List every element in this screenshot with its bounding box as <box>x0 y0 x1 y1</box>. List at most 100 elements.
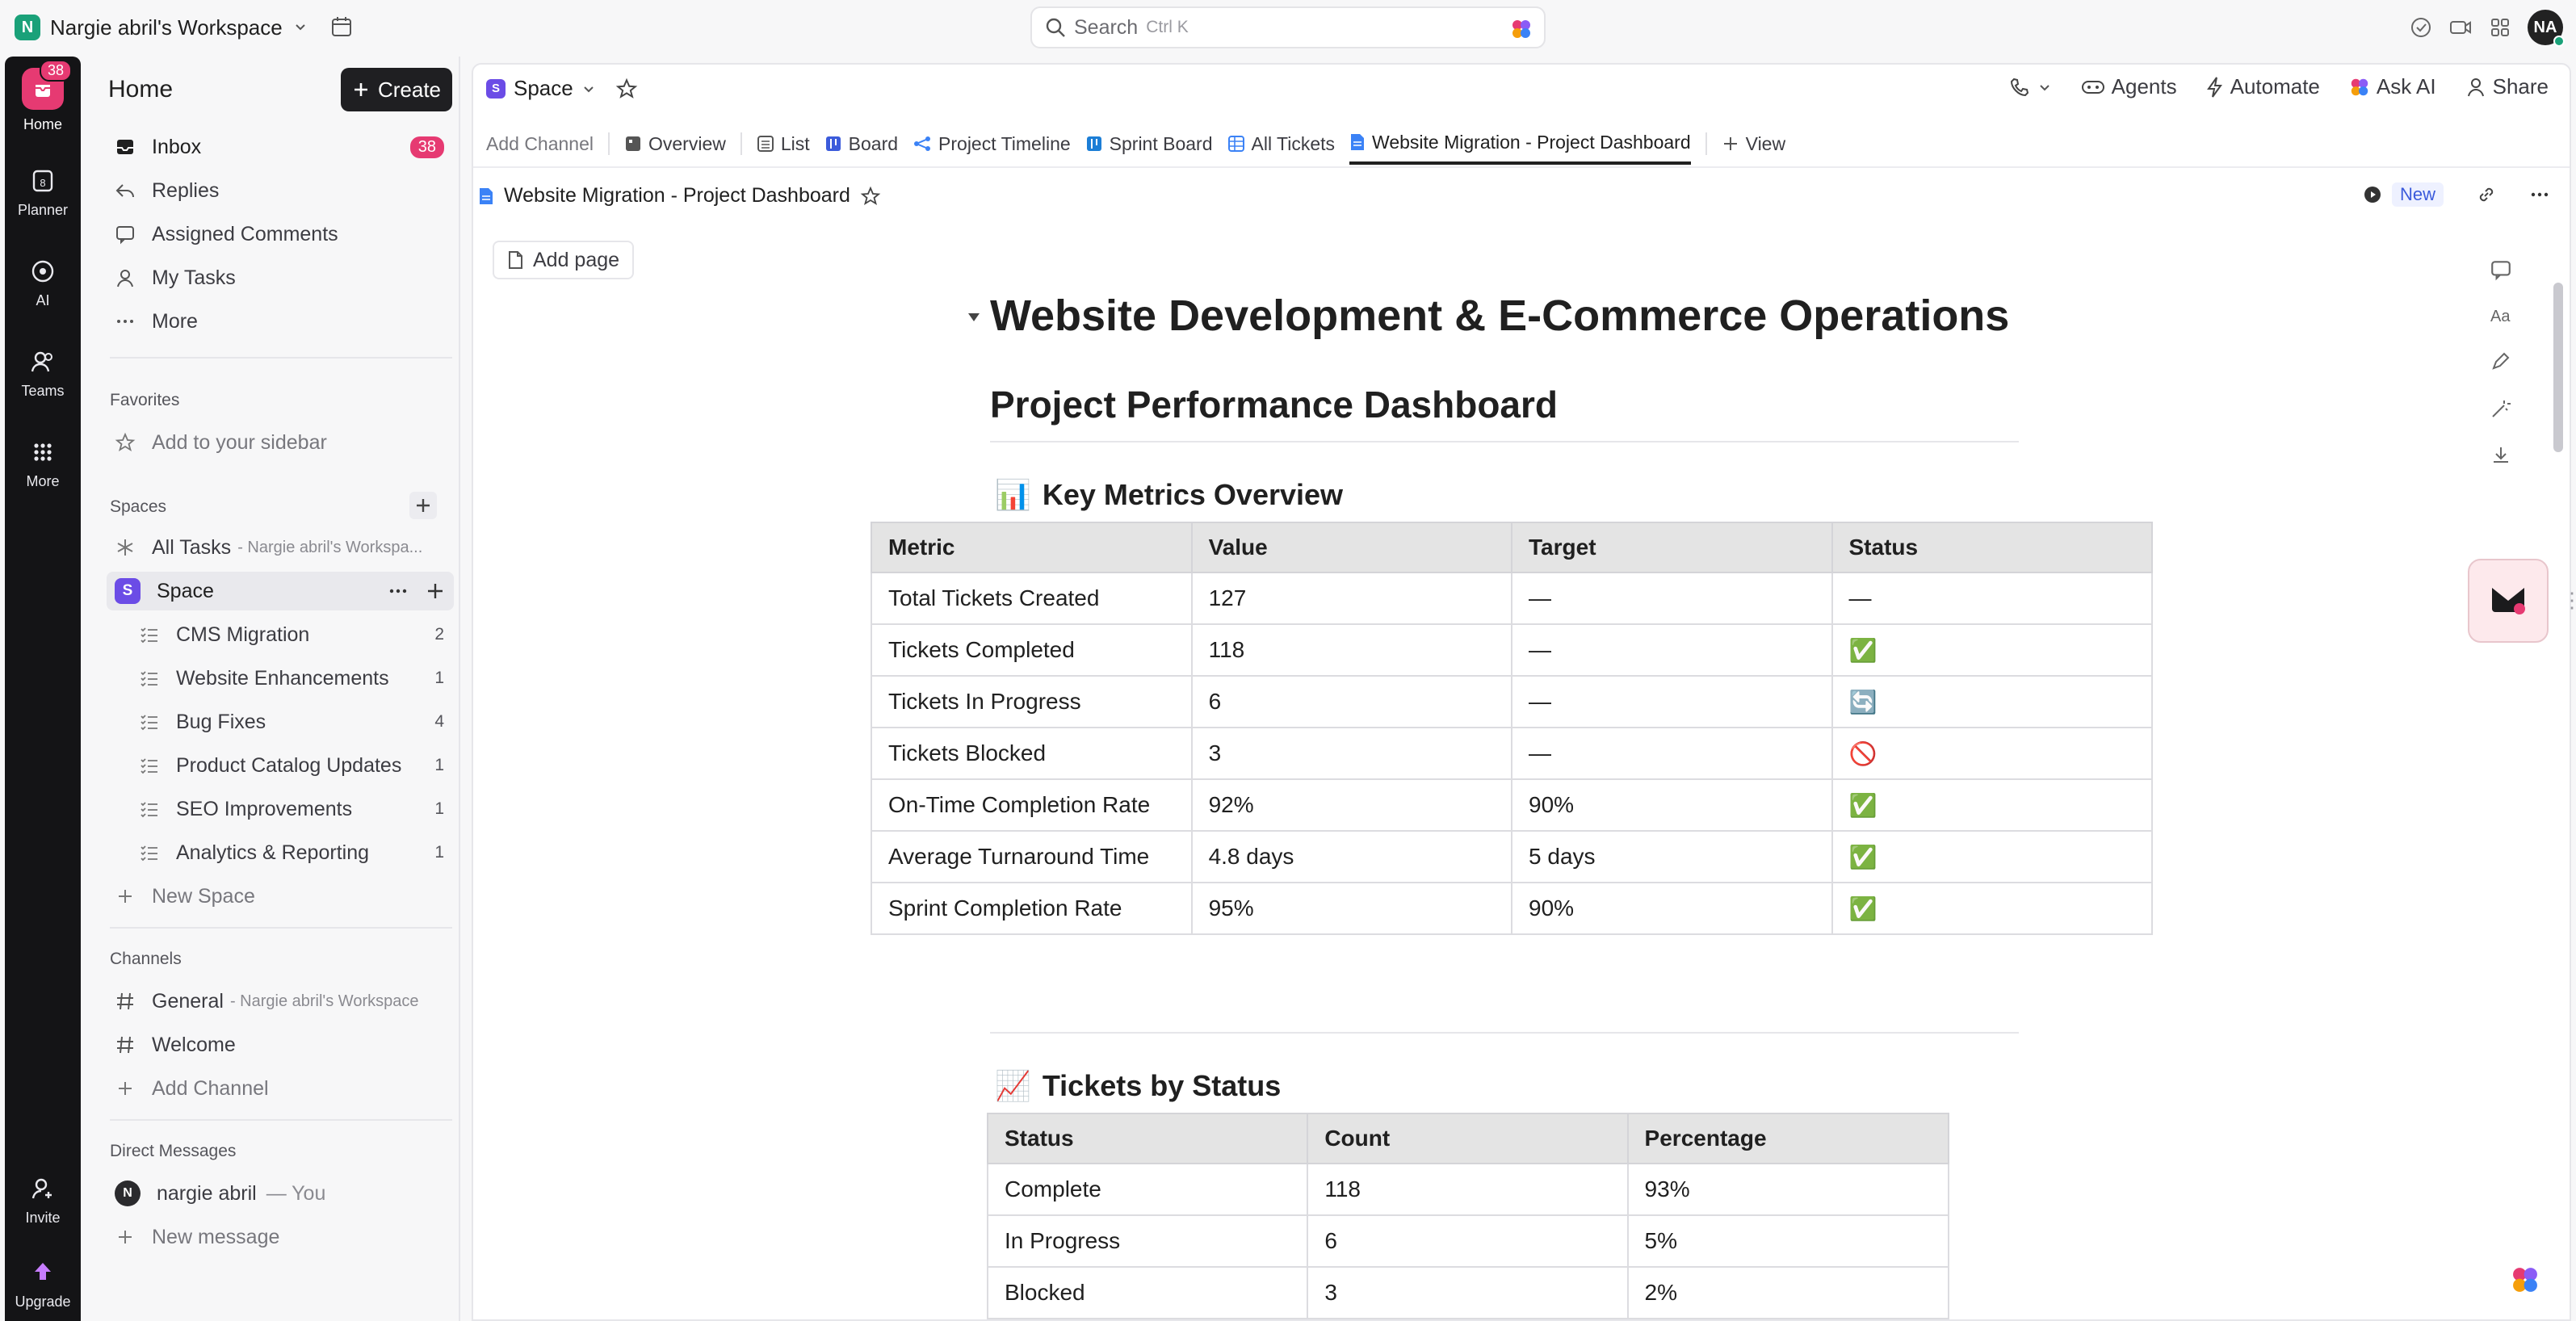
add-space-icon[interactable] <box>409 491 438 520</box>
table-cell[interactable]: — <box>1511 572 1833 625</box>
table-cell[interactable]: Tickets Completed <box>871 623 1193 677</box>
rail-more[interactable]: More <box>5 438 81 490</box>
floating-widget-button[interactable] <box>2468 559 2549 643</box>
status-emoji-cell[interactable]: ✅ <box>1831 882 2153 935</box>
table-cell[interactable]: 3 <box>1307 1266 1629 1319</box>
apps-icon[interactable] <box>2489 16 2511 39</box>
star-icon[interactable] <box>860 186 881 207</box>
sidebar-item-space[interactable]: S Space <box>107 572 454 610</box>
scrollbar[interactable] <box>2553 283 2563 452</box>
table-cell[interactable]: Average Turnaround Time <box>871 830 1193 883</box>
status-emoji-cell[interactable]: ✅ <box>1831 778 2153 832</box>
more-horizontal-icon[interactable] <box>2529 184 2550 205</box>
download-icon[interactable] <box>2490 444 2512 467</box>
tab-project-timeline[interactable]: Project Timeline <box>913 123 1071 165</box>
table-cell[interactable]: 5 days <box>1511 830 1833 883</box>
table-cell[interactable]: 4.8 days <box>1190 830 1513 883</box>
user-avatar[interactable]: NA <box>2528 10 2565 47</box>
rail-invite[interactable]: Invite <box>5 1174 81 1227</box>
table-cell[interactable]: 5% <box>1626 1214 1950 1268</box>
table-cell[interactable]: 90% <box>1511 778 1833 832</box>
automate-button[interactable]: Automate <box>2206 74 2320 99</box>
comment-icon[interactable] <box>2490 258 2512 281</box>
doc-title[interactable]: Website Migration - Project Dashboard <box>478 184 881 208</box>
check-circle-icon[interactable] <box>2410 16 2432 39</box>
edit-icon[interactable] <box>2490 350 2512 373</box>
add-to-sidebar[interactable]: Add to your sidebar <box>107 423 454 462</box>
sidebar-item-my-tasks[interactable]: My Tasks <box>107 258 454 297</box>
status-emoji-cell[interactable]: 🚫 <box>1831 727 2153 780</box>
table-cell[interactable]: Blocked <box>986 1266 1309 1319</box>
video-icon[interactable] <box>2448 16 2473 39</box>
dm-user[interactable]: N nargie abril — You <box>107 1174 454 1213</box>
new-button[interactable]: New <box>2363 182 2444 207</box>
rail-home[interactable]: 38 Home <box>5 60 81 133</box>
list-item[interactable]: Product Catalog Updates 1 <box>131 746 454 785</box>
calendar-icon[interactable] <box>329 15 354 43</box>
sidebar-item-inbox[interactable]: Inbox 38 <box>107 128 454 166</box>
rail-upgrade[interactable]: Upgrade <box>5 1258 81 1311</box>
star-icon[interactable] <box>615 78 638 100</box>
table-cell[interactable]: 118 <box>1190 623 1513 677</box>
link-icon[interactable] <box>2476 184 2497 205</box>
table-cell[interactable]: — <box>1511 727 1833 780</box>
tab-sprint-board[interactable]: Sprint Board <box>1085 123 1213 165</box>
new-message-button[interactable]: New message <box>107 1218 454 1256</box>
ai-sparkle-icon[interactable] <box>2510 1264 2540 1299</box>
create-button[interactable]: Create <box>341 68 452 111</box>
workspace-switcher[interactable]: N Nargie abril's Workspace <box>15 10 308 45</box>
ai-sparkle-icon[interactable] <box>1510 18 1533 44</box>
table-cell[interactable]: 95% <box>1190 882 1513 935</box>
status-emoji-cell[interactable]: ✅ <box>1831 830 2153 883</box>
list-item[interactable]: Analytics & Reporting 1 <box>131 833 454 872</box>
status-emoji-cell[interactable]: ✅ <box>1831 623 2153 677</box>
table-cell[interactable]: 93% <box>1626 1163 1950 1216</box>
table-cell[interactable]: Tickets In Progress <box>871 675 1193 728</box>
breadcrumb-space[interactable]: S Space <box>486 76 638 101</box>
list-item[interactable]: Bug Fixes 4 <box>131 702 454 741</box>
sidebar-item-replies[interactable]: Replies <box>107 171 454 210</box>
table-cell[interactable]: Total Tickets Created <box>871 572 1193 625</box>
table-cell[interactable]: 92% <box>1190 778 1513 832</box>
channel-general[interactable]: General - Nargie abril's Workspace <box>107 982 454 1021</box>
text-format-icon[interactable]: Aa <box>2489 305 2513 326</box>
table-cell[interactable]: In Progress <box>986 1214 1309 1268</box>
table-cell[interactable]: Sprint Completion Rate <box>871 882 1193 935</box>
table-cell[interactable]: 6 <box>1190 675 1513 728</box>
tab-overview[interactable]: Overview <box>624 123 726 165</box>
collapse-caret-icon[interactable] <box>966 311 982 324</box>
sidebar-item-all-tasks[interactable]: All Tasks - Nargie abril's Workspa... <box>107 528 454 567</box>
status-emoji-cell[interactable]: 🔄 <box>1831 675 2153 728</box>
list-item[interactable]: Website Enhancements 1 <box>131 659 454 698</box>
sidebar-item-assigned-comments[interactable]: Assigned Comments <box>107 215 454 254</box>
new-space-button[interactable]: New Space <box>107 877 454 916</box>
table-cell[interactable]: — <box>1511 623 1833 677</box>
tab-board[interactable]: Board <box>824 123 898 165</box>
add-channel-button[interactable]: Add Channel <box>107 1069 454 1108</box>
list-item[interactable]: CMS Migration 2 <box>131 615 454 654</box>
table-cell[interactable]: 3 <box>1190 727 1513 780</box>
rail-teams[interactable]: Teams <box>5 347 81 400</box>
table-cell[interactable]: 118 <box>1307 1163 1629 1216</box>
magic-wand-icon[interactable] <box>2490 397 2512 420</box>
ask-ai-button[interactable]: Ask AI <box>2349 74 2436 99</box>
share-button[interactable]: Share <box>2465 74 2549 99</box>
plus-icon[interactable] <box>425 581 446 602</box>
table-cell[interactable]: 2% <box>1626 1266 1950 1319</box>
table-cell[interactable]: — <box>1831 572 2153 625</box>
add-view-button[interactable]: View <box>1722 123 1785 165</box>
tab-add-channel[interactable]: Add Channel <box>486 123 594 165</box>
tab-website-migration-dashboard[interactable]: Website Migration - Project Dashboard <box>1349 123 1691 165</box>
call-button[interactable] <box>2008 76 2052 99</box>
more-horizontal-icon[interactable] <box>388 581 409 602</box>
table-cell[interactable]: On-Time Completion Rate <box>871 778 1193 832</box>
table-cell[interactable]: 90% <box>1511 882 1833 935</box>
rail-planner[interactable]: 8 Planner <box>5 166 81 219</box>
add-page-button[interactable]: Add page <box>493 241 635 279</box>
rail-ai[interactable]: AI <box>5 257 81 309</box>
list-item[interactable]: SEO Improvements 1 <box>131 790 454 828</box>
tab-all-tickets[interactable]: All Tickets <box>1227 123 1335 165</box>
table-cell[interactable]: 6 <box>1307 1214 1629 1268</box>
sidebar-item-more[interactable]: More <box>107 302 454 341</box>
table-cell[interactable]: Complete <box>986 1163 1309 1216</box>
